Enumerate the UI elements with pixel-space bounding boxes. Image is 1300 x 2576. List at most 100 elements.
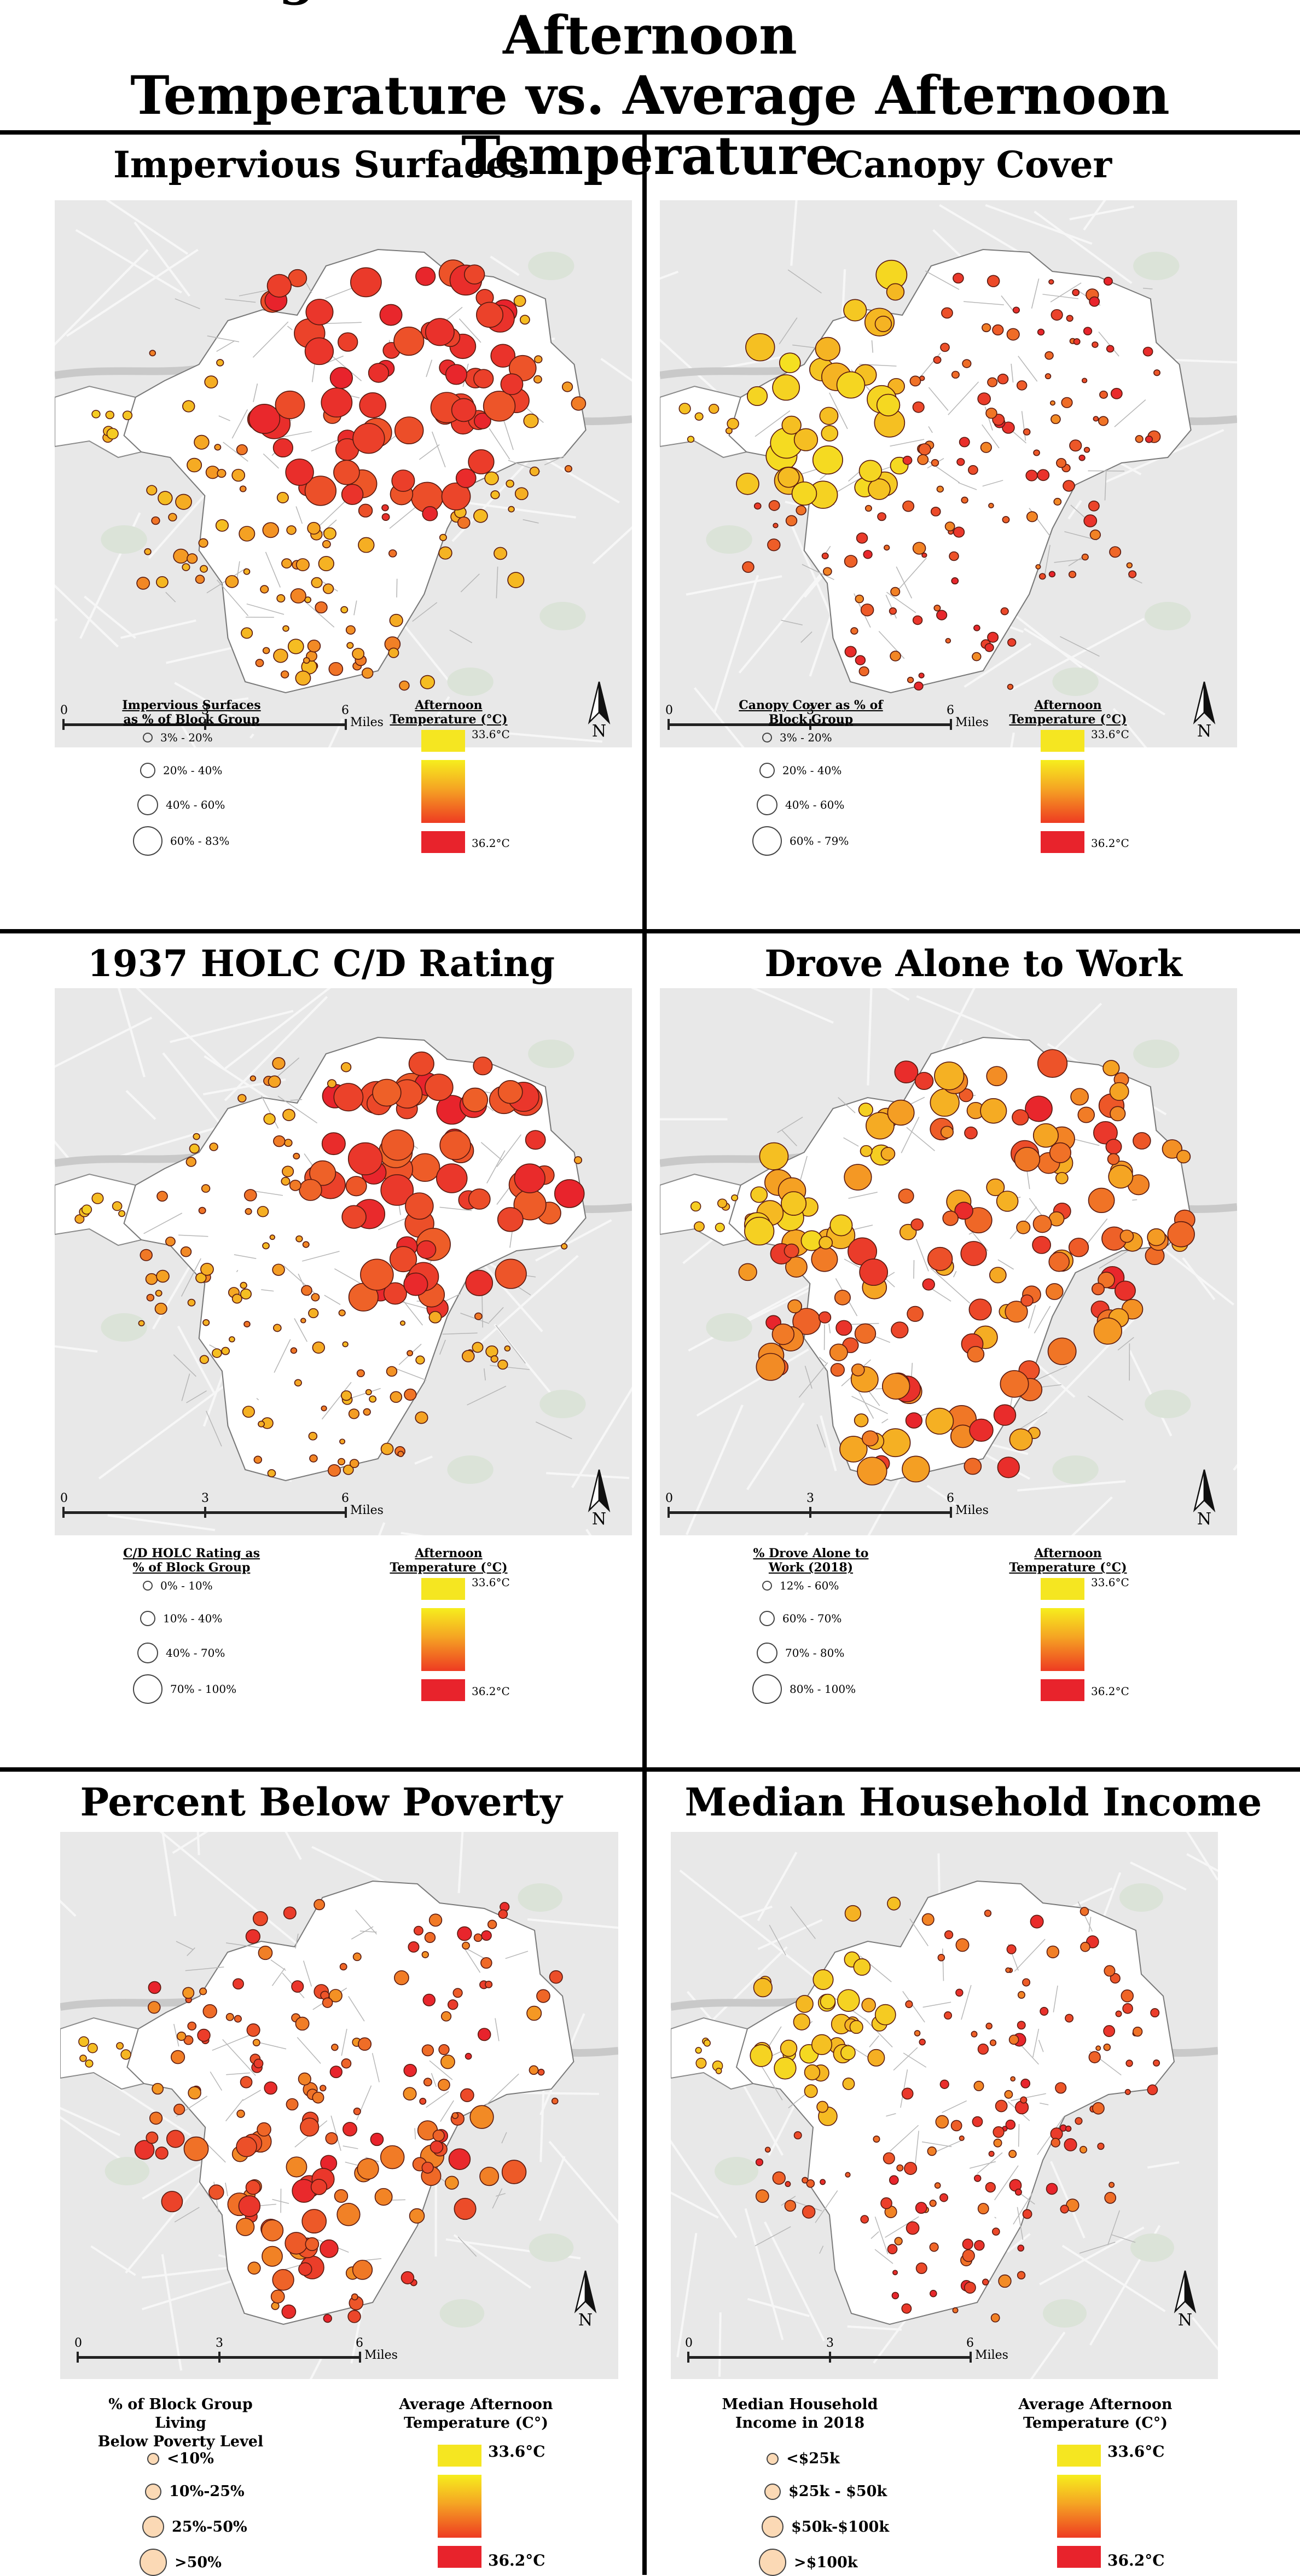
block-group-marker: [339, 1310, 345, 1316]
size-legend-row: 20% - 40%: [140, 763, 222, 778]
temperature-min-label: 33.6°C: [1107, 2442, 1164, 2461]
block-group-marker: [954, 527, 965, 537]
north-label: N: [1188, 1510, 1221, 1529]
block-group-marker: [945, 1931, 953, 1939]
scale-label-6: 6: [947, 1492, 954, 1505]
block-group-marker: [1030, 1915, 1043, 1928]
block-group-marker: [253, 1912, 268, 1926]
block-group-marker: [996, 2100, 1007, 2111]
block-group-marker: [485, 1981, 492, 1988]
block-group-marker: [930, 2290, 937, 2297]
block-group-marker: [1093, 416, 1098, 421]
size-legend-title-line-1: Canopy Cover as % of: [734, 698, 887, 712]
block-group-marker: [309, 1432, 317, 1440]
block-group-marker: [253, 2039, 260, 2046]
block-group-marker: [851, 628, 858, 634]
size-legend-circle: [767, 2453, 779, 2465]
block-group-marker: [439, 547, 452, 559]
temperature-legend-title-line-2: Temperature (°C): [1008, 1560, 1128, 1575]
block-group-marker: [183, 1987, 194, 1998]
block-group-marker: [349, 1409, 359, 1419]
block-group-marker: [229, 1337, 235, 1342]
size-legend-label: 60% - 83%: [170, 834, 229, 848]
block-group-marker: [695, 413, 703, 420]
size-legend-row: 60% - 70%: [759, 1611, 841, 1626]
block-group-marker: [1050, 1143, 1071, 1163]
block-group-marker: [438, 2079, 450, 2091]
temperature-swatch-hot: [421, 831, 465, 853]
park-area: [1119, 1883, 1163, 1912]
park-area: [101, 1313, 147, 1342]
block-group-marker: [859, 667, 868, 676]
temperature-legend-title-line-1: Afternoon: [1008, 698, 1128, 712]
park-area: [440, 2299, 485, 2328]
block-group-marker: [201, 1263, 213, 1275]
block-group-marker: [835, 1290, 850, 1305]
map-canvas: [660, 988, 1237, 1535]
block-group-marker: [986, 1066, 1007, 1086]
map-canvas: [60, 1832, 618, 2379]
block-group-marker: [284, 1907, 296, 1919]
block-group-marker: [815, 338, 840, 361]
size-legend-circle: [764, 2484, 781, 2500]
size-legend-label: 70% - 100%: [170, 1682, 236, 1696]
block-group-marker: [904, 2162, 916, 2174]
block-group-marker: [524, 414, 538, 428]
block-group-marker: [123, 411, 132, 420]
block-group-marker: [903, 501, 914, 512]
block-group-marker: [357, 2159, 379, 2179]
block-group-marker: [773, 2172, 785, 2184]
block-group-marker: [953, 2308, 957, 2313]
block-group-marker: [405, 1193, 433, 1219]
block-group-marker: [188, 1299, 195, 1306]
temperature-gradient: [1041, 760, 1084, 823]
size-legend-row: 10%-25%: [145, 2483, 245, 2500]
size-legend-title-line-1: C/D HOLC Rating as: [115, 1546, 268, 1560]
temperature-legend-title-line-2: Temperature (°C): [388, 1560, 509, 1575]
block-group-marker: [363, 1409, 370, 1415]
block-group-marker: [341, 1391, 351, 1401]
block-group-marker: [416, 1356, 425, 1364]
divider-row-1: [0, 929, 1300, 933]
block-group-marker: [1108, 1153, 1119, 1164]
block-group-marker: [352, 2294, 358, 2300]
size-legend-circle: [137, 794, 158, 815]
block-group-marker: [1104, 2044, 1110, 2051]
block-group-marker: [437, 1164, 467, 1193]
block-group-marker: [107, 428, 118, 439]
block-group-marker: [964, 1458, 981, 1474]
block-group-marker: [919, 2039, 925, 2045]
block-group-marker: [504, 1346, 510, 1351]
block-group-marker: [322, 1133, 345, 1154]
block-group-marker: [794, 2132, 802, 2139]
size-legend-circle: [133, 826, 162, 856]
block-group-marker: [552, 2098, 558, 2104]
block-group-marker: [1007, 328, 1019, 340]
temperature-gradient: [1057, 2475, 1101, 2538]
block-group-marker: [146, 1274, 158, 1285]
block-group-marker: [841, 2046, 855, 2060]
block-group-marker: [320, 2240, 338, 2258]
block-group-marker: [210, 1143, 218, 1151]
block-group-marker: [821, 1994, 835, 2009]
block-group-marker: [881, 2198, 892, 2209]
block-group-marker: [709, 404, 719, 414]
block-group-marker: [695, 2047, 701, 2053]
block-group-marker: [358, 2038, 371, 2050]
block-group-marker: [392, 470, 414, 491]
block-group-marker: [902, 2304, 911, 2313]
block-group-marker: [993, 2228, 1000, 2235]
block-group-marker: [251, 1076, 256, 1081]
block-group-marker: [1126, 2060, 1133, 2067]
block-group-marker: [147, 1295, 154, 1301]
block-group-marker: [240, 2076, 252, 2088]
block-group-marker: [305, 338, 334, 364]
block-group-marker: [241, 628, 252, 638]
block-group-marker: [334, 460, 359, 485]
block-group-marker: [264, 2082, 277, 2094]
